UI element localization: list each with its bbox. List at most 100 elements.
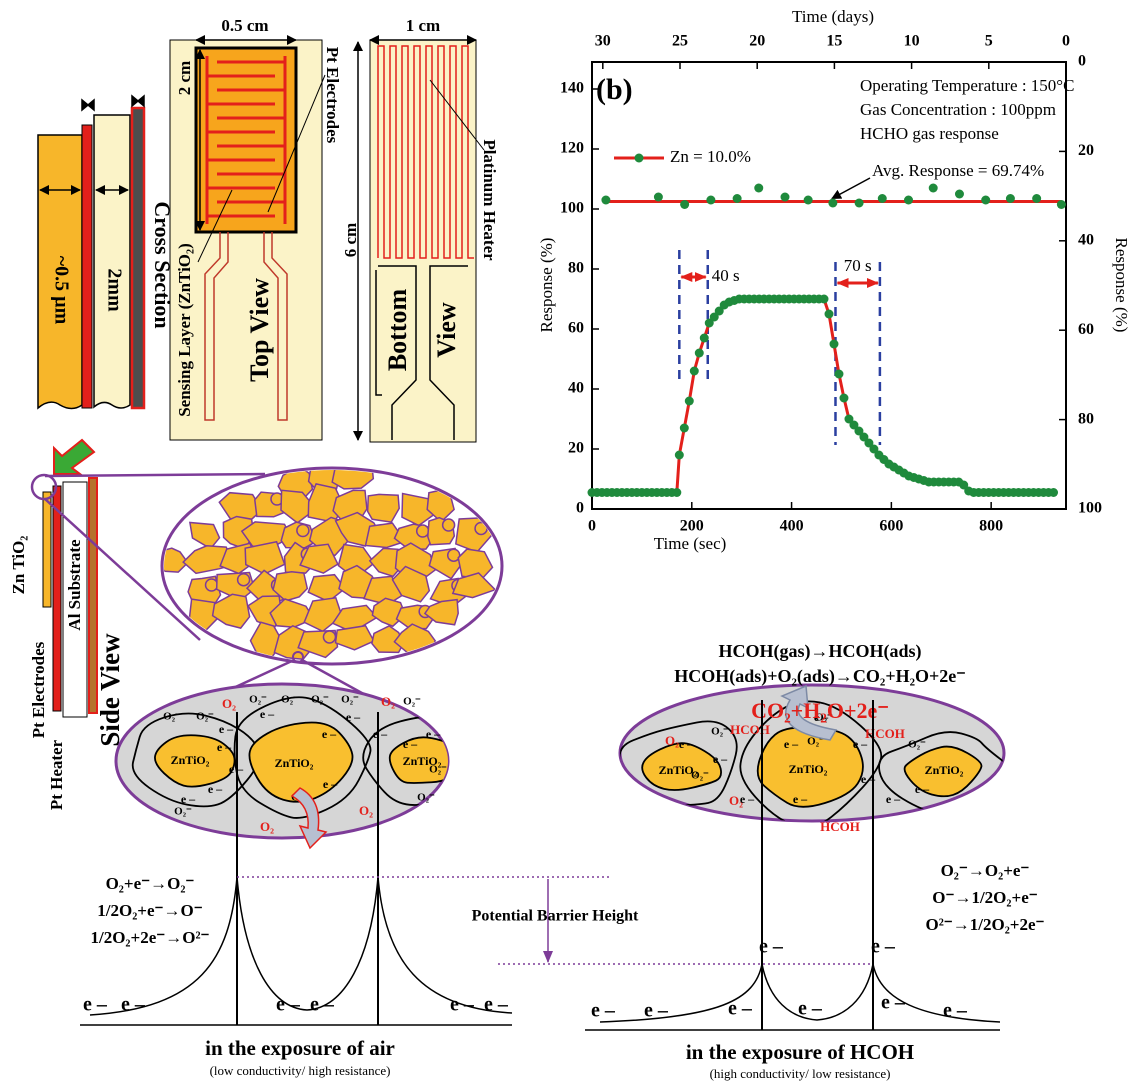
- ion-label: O₂⁻: [417, 792, 435, 804]
- y2-tick-label: 80: [1078, 410, 1094, 427]
- page: {"chart_data": {"type": "line", "x_label…: [0, 0, 1132, 1082]
- ion-label: O₂⁻: [711, 726, 729, 738]
- data-point: [855, 199, 864, 208]
- electron-label: e –: [713, 752, 728, 766]
- electron-label: e –: [208, 782, 223, 796]
- y-tick-label: 120: [560, 140, 584, 157]
- electron-label: e –: [323, 777, 338, 791]
- marker: [132, 96, 144, 106]
- caption: in the exposure of air: [205, 1036, 395, 1060]
- legend-marker: [635, 154, 644, 163]
- band-electron: e –: [591, 1000, 616, 1022]
- electron-label: e –: [784, 737, 799, 751]
- species-label: HCOH: [820, 819, 860, 834]
- x-tick-label: 200: [680, 518, 704, 535]
- data-point: [839, 394, 848, 403]
- electron-label: e –: [403, 737, 418, 751]
- marker: [82, 100, 94, 110]
- data-point: [828, 199, 837, 208]
- label: 0.5 cm: [221, 16, 268, 35]
- reaction: 1/2O₂+e⁻→O⁻: [97, 901, 202, 920]
- y-tick-label: 80: [568, 260, 584, 277]
- data-point: [601, 196, 610, 205]
- grain-label: ZnTiO₂: [789, 762, 828, 776]
- data-point: [780, 193, 789, 202]
- data-point: [700, 334, 709, 343]
- figure: 0200400600800302520151050020406080100120…: [0, 0, 1132, 1082]
- electron-label: e –: [426, 727, 441, 741]
- x2-tick-label: 25: [672, 33, 688, 50]
- label: Side View: [95, 633, 125, 747]
- reaction: HCOH(gas)→HCOH(ads): [718, 641, 921, 662]
- electron-label: e –: [886, 792, 901, 806]
- x2-tick-label: 0: [1062, 33, 1070, 50]
- y2-tick-label: 100: [1078, 500, 1102, 517]
- annotation: HCHO gas response: [860, 124, 999, 143]
- species-label: O₂: [729, 793, 743, 808]
- data-point: [804, 196, 813, 205]
- legend-label: Zn = 10.0%: [670, 147, 751, 166]
- band-electron: e –: [121, 994, 146, 1016]
- y2-axis-label: Response (%): [1112, 238, 1131, 333]
- data-point: [754, 184, 763, 193]
- data-point: [706, 196, 715, 205]
- electron-label: e –: [373, 727, 388, 741]
- y2-tick-label: 20: [1078, 142, 1094, 159]
- reaction: 1/2O₂+2e⁻→O²⁻: [90, 928, 209, 947]
- band-electron: e –: [644, 1000, 669, 1022]
- green-arrow: [54, 440, 94, 474]
- data-point: [680, 424, 689, 433]
- data-point: [834, 370, 843, 379]
- label: 2mm: [103, 268, 125, 312]
- label: Pt Heater: [47, 739, 66, 810]
- y-tick-label: 20: [568, 440, 584, 457]
- band-electron: e –: [276, 994, 301, 1016]
- x2-axis-label: Time (days): [792, 7, 874, 26]
- grain: [417, 525, 429, 537]
- layer-substrate: [94, 115, 130, 408]
- ion-label: O₂⁻: [691, 770, 709, 782]
- grain: [443, 519, 455, 531]
- electron-label: e –: [217, 740, 232, 754]
- span-label: 70 s: [844, 256, 872, 275]
- x-axis-label: Time (sec): [654, 534, 727, 553]
- label: 2 cm: [175, 61, 194, 95]
- label: Sensing Layer (ZnTiO₂): [175, 243, 194, 417]
- band-electron: e –: [759, 936, 784, 958]
- species-label: O₂: [260, 819, 274, 834]
- y-tick-label: 0: [576, 500, 584, 517]
- label: ~0.5 µm: [50, 256, 72, 325]
- span-label: 40 s: [712, 266, 740, 285]
- data-point: [733, 194, 742, 203]
- x2-tick-label: 10: [904, 33, 920, 50]
- data-point: [929, 184, 938, 193]
- grain-label: ZnTiO₂: [925, 763, 964, 777]
- reaction: O₂+e⁻→O₂⁻: [106, 874, 195, 893]
- band-electron: e –: [83, 994, 108, 1016]
- species-label: HCOH: [865, 726, 905, 741]
- label: Zn TiO₂: [9, 536, 28, 595]
- band-electron: e –: [310, 994, 335, 1016]
- x2-tick-label: 15: [826, 33, 842, 50]
- band-electron: e –: [798, 998, 823, 1020]
- label: Pt Electrodes: [323, 47, 342, 144]
- species-label: O₂: [359, 803, 373, 818]
- y-tick-label: 60: [568, 320, 584, 337]
- data-point: [981, 196, 990, 205]
- label: View: [432, 302, 461, 358]
- grain-label: ZnTiO₂: [171, 753, 210, 767]
- data-point: [825, 310, 834, 319]
- y-tick-label: 140: [560, 80, 584, 97]
- data-point: [904, 196, 913, 205]
- band-electron: e –: [881, 992, 906, 1014]
- electron-label: e –: [679, 737, 694, 751]
- electron-label: e –: [260, 707, 275, 721]
- species-label: O₂: [665, 733, 679, 748]
- ion-label: O₂⁻: [429, 764, 447, 776]
- y-tick-label: 40: [568, 380, 584, 397]
- grain: [238, 574, 250, 586]
- grain: [297, 525, 309, 537]
- y2-tick-label: 60: [1078, 321, 1094, 338]
- annotation: Gas Concentration : 100ppm: [860, 100, 1056, 119]
- side-electrode: [53, 486, 61, 711]
